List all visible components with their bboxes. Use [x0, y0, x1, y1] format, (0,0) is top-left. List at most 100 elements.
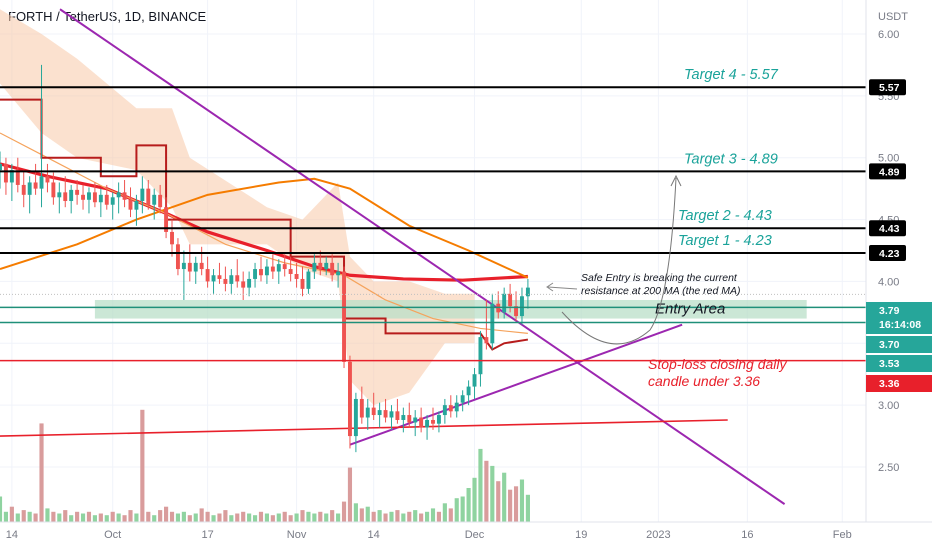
- volume-bar: [419, 513, 424, 522]
- volume-bar: [478, 448, 483, 522]
- volume-bar: [490, 465, 495, 522]
- candle-body: [502, 293, 507, 313]
- x-tick-label: Feb: [833, 529, 852, 541]
- volume-bar: [353, 503, 358, 522]
- volume-bar: [39, 423, 44, 522]
- volume-bar: [258, 511, 264, 522]
- candle-body: [442, 405, 447, 416]
- volume-bar: [9, 506, 14, 522]
- candle-body: [21, 184, 26, 195]
- volume-bar: [448, 508, 453, 522]
- candle-body: [146, 188, 151, 205]
- stop-loss-text-1: Stop-loss closing daily: [648, 356, 788, 372]
- x-tick-label: 2023: [646, 529, 670, 541]
- price-tag: [866, 355, 932, 372]
- volume-bar: [69, 515, 74, 522]
- volume-bar: [116, 513, 121, 522]
- candle-body: [365, 407, 370, 418]
- volume-bar: [211, 515, 216, 522]
- candle-body: [425, 419, 430, 428]
- target-4-tag: [869, 79, 906, 96]
- annotation-line-1: Safe Entry is breaking the current: [581, 272, 738, 284]
- candle-body: [175, 244, 180, 270]
- price-tag-label: 3.53: [879, 358, 900, 370]
- projection-arrow: [561, 177, 677, 345]
- volume-bar: [128, 510, 133, 522]
- price-tag-label: 3.36: [879, 378, 900, 390]
- target-4-tag-label: 5.57: [879, 82, 900, 94]
- volume-bar: [199, 508, 204, 522]
- candle-body: [478, 337, 483, 375]
- volume-bar: [205, 511, 210, 522]
- candle-body: [324, 262, 329, 270]
- candle-body: [377, 410, 382, 416]
- volume-bar: [217, 513, 222, 522]
- candle-body: [45, 176, 50, 183]
- target-4-label: Target 4 - 5.57: [684, 67, 779, 83]
- countdown-label: 16:14:08: [879, 319, 921, 331]
- candle-body: [472, 374, 477, 387]
- candle-body: [27, 182, 32, 195]
- candle-body: [51, 182, 56, 198]
- candle-body: [342, 271, 346, 362]
- candle-body: [15, 170, 20, 185]
- candle-body: [312, 262, 317, 272]
- candle-body: [454, 402, 459, 412]
- volume-bar: [122, 515, 127, 522]
- candle-body: [122, 192, 127, 200]
- volume-bar: [484, 460, 489, 522]
- y-tick-label: 3.00: [878, 400, 899, 412]
- candle-body: [205, 269, 210, 282]
- support-trendline: [0, 419, 728, 437]
- volume-bar: [288, 515, 293, 522]
- x-tick-label: 14: [368, 529, 380, 541]
- x-tick-label: 14: [6, 529, 18, 541]
- target-3-label: Target 3 - 4.89: [684, 151, 778, 167]
- volume-bar: [383, 513, 388, 522]
- entry-area-zone: [94, 299, 807, 319]
- candle-body: [330, 262, 335, 276]
- volume-bar: [45, 508, 50, 522]
- volume-bar: [347, 467, 353, 522]
- volume-bar: [513, 486, 519, 522]
- candle-body: [211, 275, 216, 282]
- currency-label: USDT: [878, 11, 908, 23]
- volume-bar: [341, 501, 347, 522]
- candle-body: [75, 189, 80, 195]
- volume-bar: [330, 510, 335, 522]
- candle-body: [359, 398, 364, 418]
- ascending-trendline: [349, 323, 683, 446]
- candle-body: [110, 197, 115, 205]
- candle-body: [217, 275, 222, 279]
- volume-bar: [140, 409, 145, 522]
- candle-body: [87, 192, 91, 200]
- annotation-line-2: resistance at 200 MA (the red MA): [581, 285, 741, 297]
- candle-body: [223, 278, 228, 284]
- volume-bar: [3, 511, 9, 522]
- volume-bar: [442, 503, 447, 522]
- volume-bar: [223, 510, 228, 522]
- candle-body: [264, 266, 269, 276]
- x-tick-label: 19: [575, 529, 587, 541]
- candle-body: [371, 407, 376, 416]
- y-tick-label: 4.00: [878, 276, 899, 288]
- volume-bar: [264, 513, 269, 522]
- volume-bar: [247, 513, 252, 522]
- candle-body: [318, 262, 323, 270]
- annotation-arrow: [547, 286, 578, 290]
- candle-body: [164, 207, 169, 232]
- volume-bar: [57, 513, 62, 522]
- volume-bar: [460, 496, 465, 522]
- candle-body: [276, 264, 281, 272]
- volume-bar: [413, 510, 418, 522]
- volume-bar: [252, 515, 258, 522]
- volume-bar: [395, 510, 400, 522]
- volume-bar: [525, 494, 530, 522]
- candle-body: [63, 192, 68, 202]
- volume-bar: [152, 515, 157, 522]
- candle-body: [520, 296, 524, 317]
- candle-body: [294, 274, 299, 279]
- candle-body: [187, 262, 192, 272]
- volume-bar: [15, 513, 20, 522]
